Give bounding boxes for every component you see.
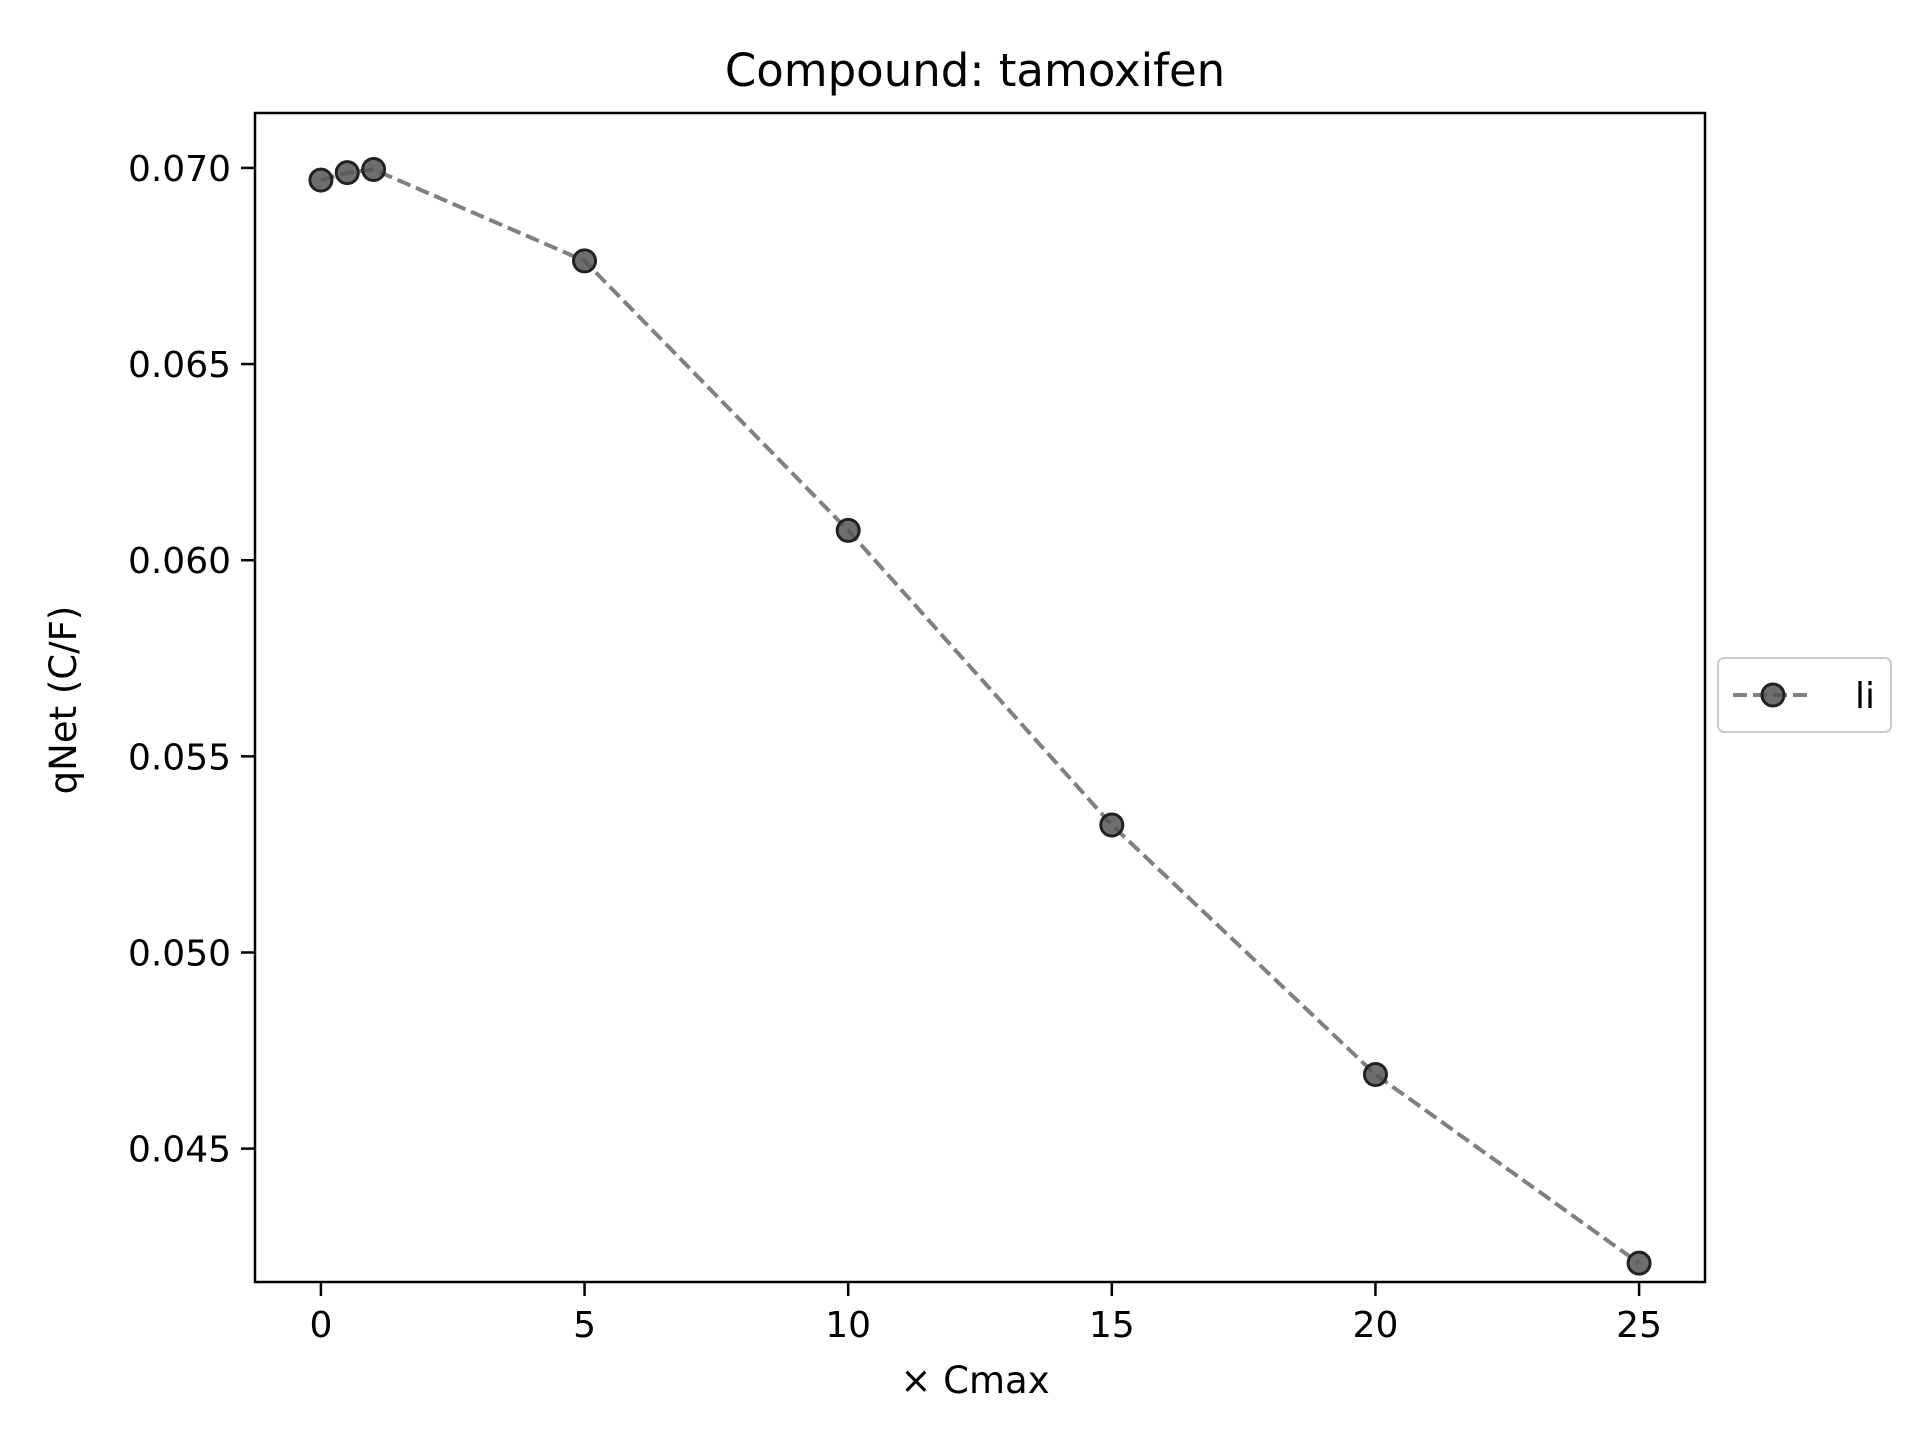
y-axis-label: qNet (C/F) [42,606,85,795]
data-point [1099,812,1125,838]
legend-marker [1760,682,1786,708]
data-point [1362,1061,1388,1087]
x-tick-label: 0 [309,1305,332,1346]
y-tick-label: 0.045 [128,1130,231,1171]
data-point [835,517,861,543]
chart-title: Compound: tamoxifen [725,44,1225,97]
x-tick-label: 5 [573,1305,596,1346]
y-tick-label: 0.065 [128,345,231,386]
legend-label: li [1855,676,1875,717]
y-tick-label: 0.060 [128,541,231,582]
legend: li [1717,657,1892,733]
y-tick-label: 0.050 [128,933,231,974]
y-tick-label: 0.055 [128,737,231,778]
x-tick-label: 15 [1089,1305,1135,1346]
data-point [334,160,360,186]
x-axis-label: × Cmax [900,1359,1049,1402]
axes-frame [253,111,1707,1284]
data-point [1626,1250,1652,1276]
data-point [572,248,598,274]
plot-area: 0 5 10 15 20 25 0.045 0.050 0.055 0.060 0.065 0.070 [128,111,1707,1346]
data-point [361,156,387,182]
x-tick-label: 20 [1353,1305,1399,1346]
data-point [308,167,334,193]
x-tick-label: 10 [825,1305,871,1346]
x-tick-label: 25 [1616,1305,1662,1346]
y-tick-label: 0.070 [128,149,231,190]
